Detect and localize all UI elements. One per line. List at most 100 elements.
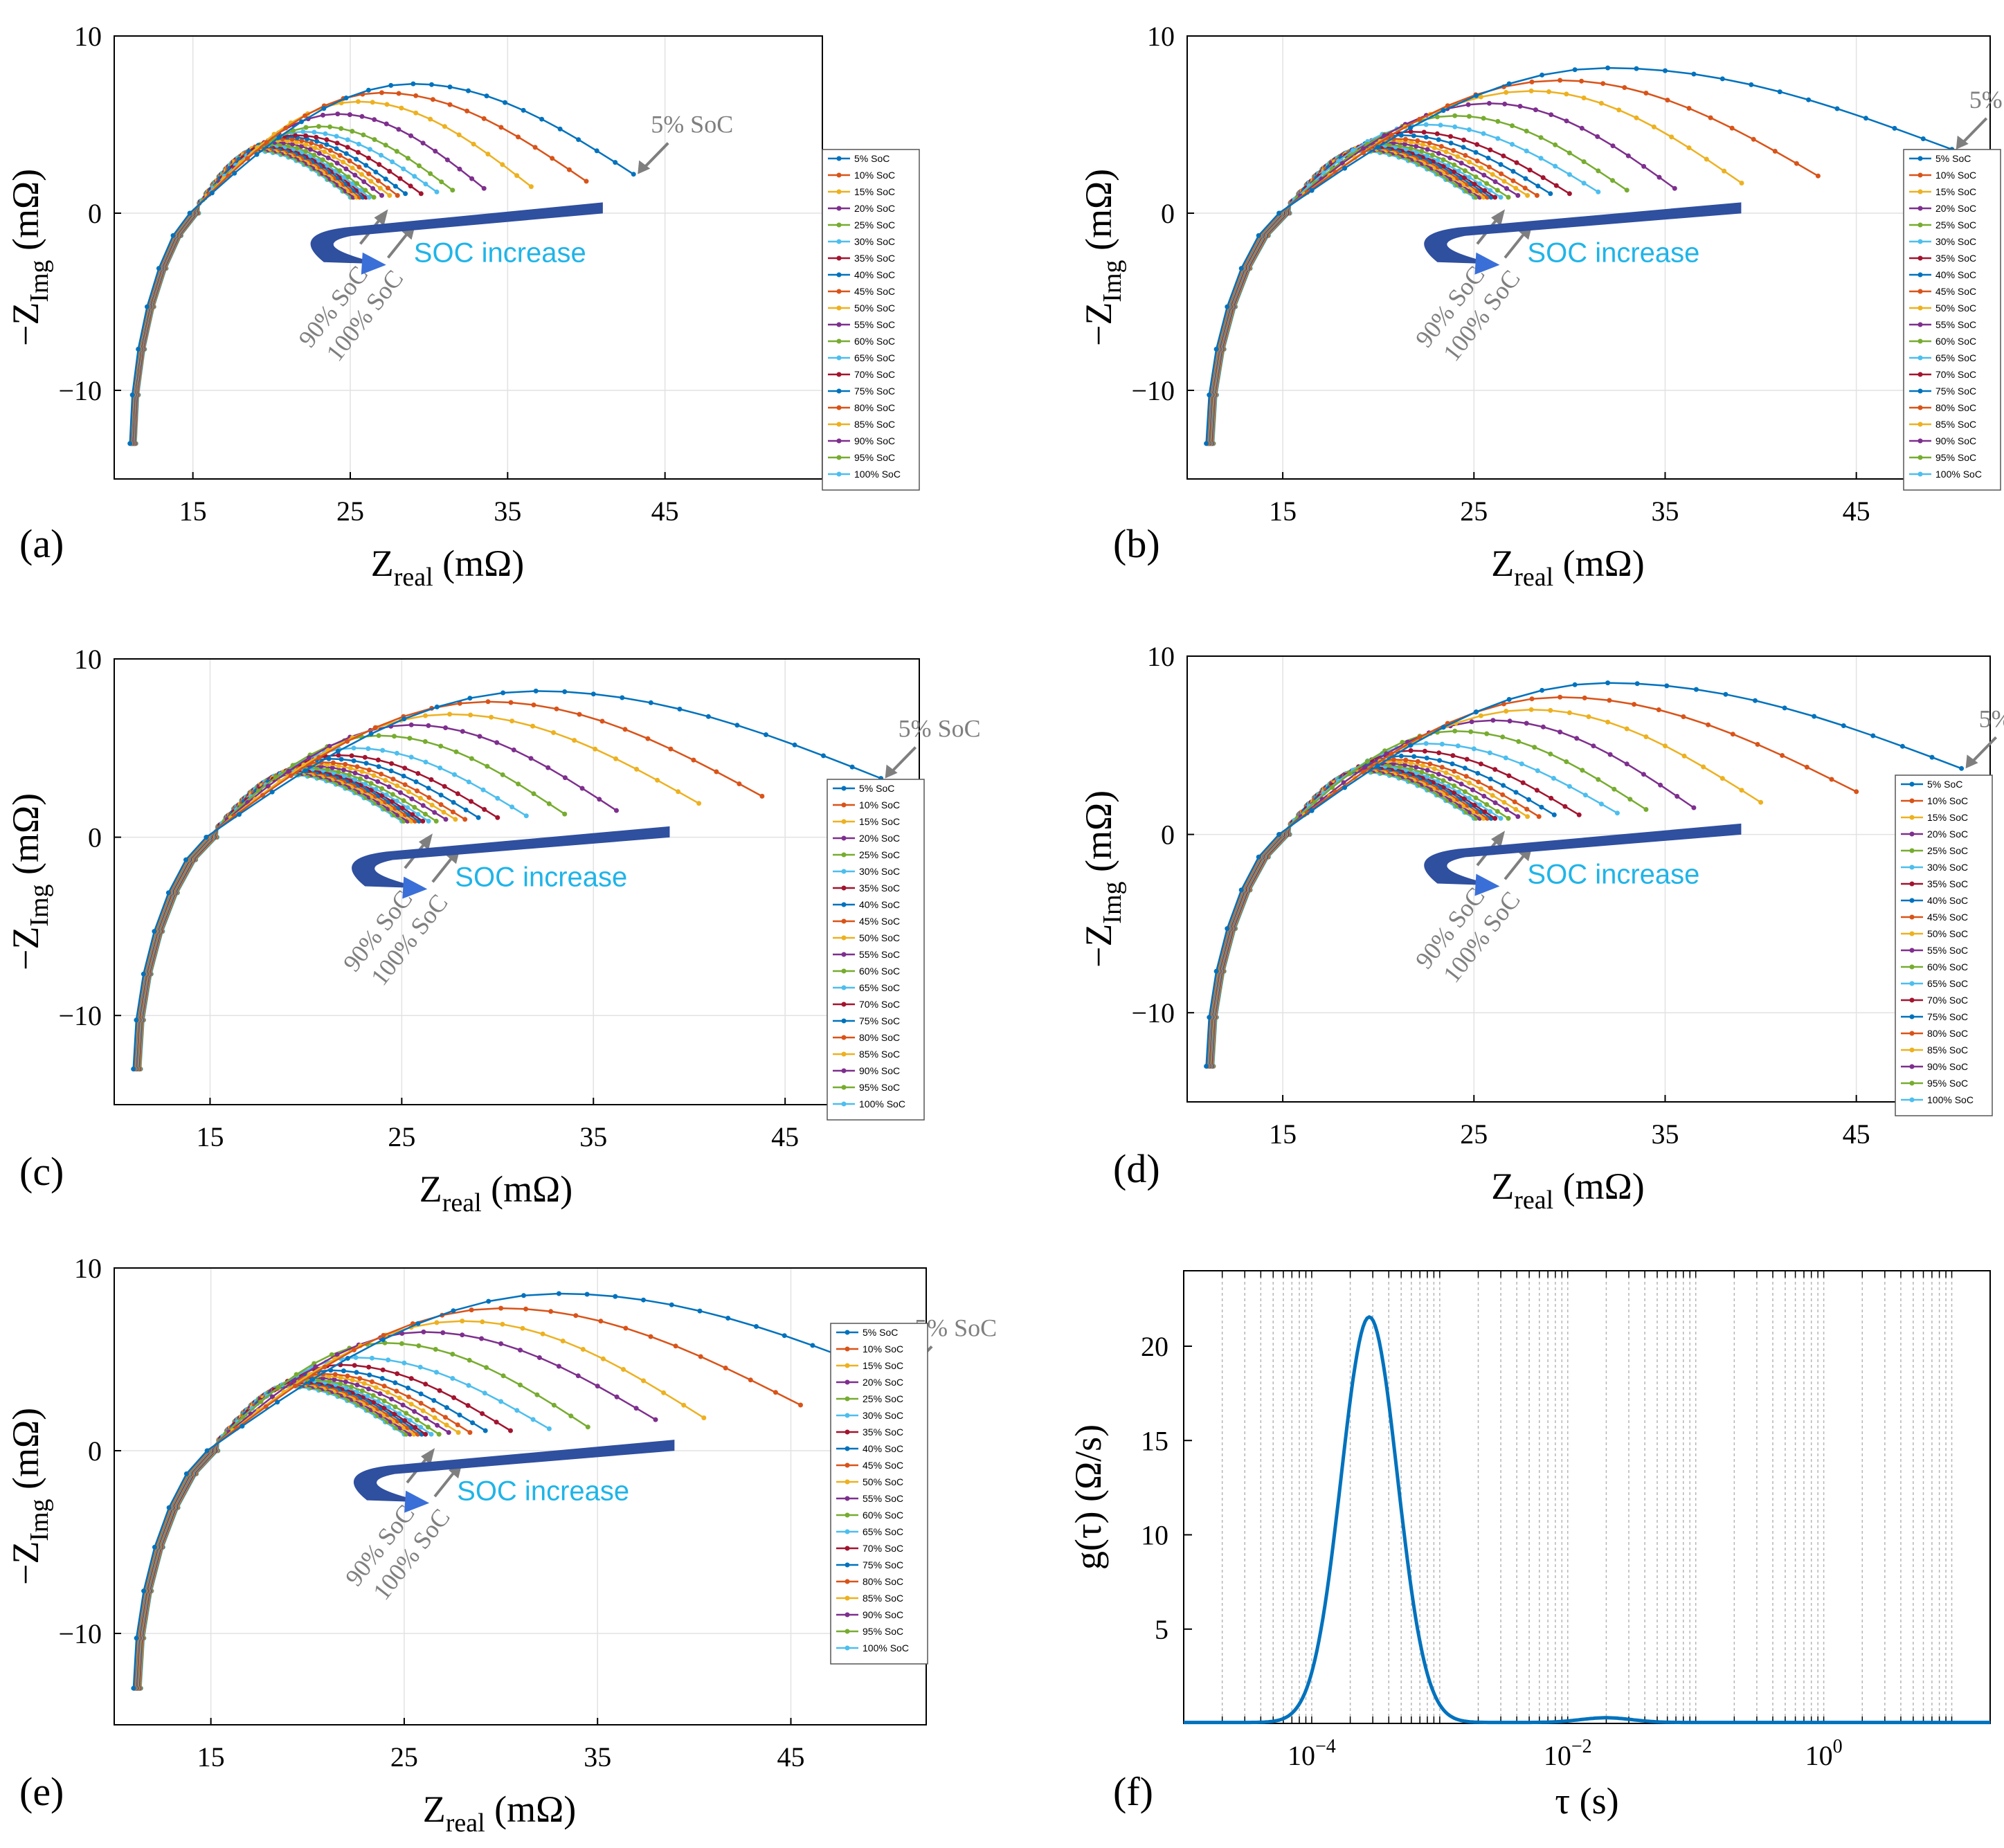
data-point [334, 1352, 340, 1357]
data-point [633, 1406, 639, 1411]
data-point [397, 1395, 402, 1401]
legend-item: 25% SoC [1909, 219, 1976, 230]
data-point [1463, 153, 1468, 158]
data-point [1425, 774, 1430, 779]
data-point [1456, 789, 1461, 795]
data-point [598, 1319, 604, 1324]
data-point [386, 784, 392, 790]
data-point [469, 799, 473, 804]
legend-label: 40% SoC [1935, 269, 1976, 280]
data-point [594, 148, 599, 154]
legend-item: 100% SoC [1909, 469, 1982, 480]
data-point [395, 1371, 400, 1377]
data-point [299, 143, 304, 149]
data-point [1276, 210, 1282, 216]
data-point [183, 1471, 189, 1476]
data-point [1462, 789, 1468, 795]
data-point [480, 1319, 485, 1325]
data-point [420, 818, 426, 824]
legend-item: 55% SoC [836, 1493, 903, 1504]
data-point [294, 145, 300, 151]
legend-item: 15% SoC [1901, 812, 1968, 823]
legend: 5% SoC 10% SoC 15% SoC 20% SoC 25% SoC 30% So… [830, 1323, 928, 1665]
data-point [466, 88, 471, 93]
legend-label: 95% SoC [1935, 452, 1976, 463]
data-point [1663, 743, 1668, 749]
data-point [389, 761, 395, 766]
data-point [613, 160, 618, 165]
data-point [697, 1308, 703, 1314]
data-point [1486, 100, 1492, 106]
legend-label: 70% SoC [859, 999, 900, 1010]
data-point [321, 112, 325, 118]
legend-marker [836, 305, 842, 311]
legend-item: 70% SoC [836, 1543, 903, 1554]
data-point [1598, 100, 1604, 106]
data-point [369, 1355, 374, 1361]
data-point [1558, 694, 1563, 700]
data-point [486, 1298, 491, 1304]
data-point [165, 890, 171, 896]
data-point [347, 766, 353, 771]
data-point [530, 723, 536, 729]
data-point [1439, 741, 1445, 747]
data-point [1420, 142, 1425, 147]
data-point [1429, 773, 1435, 779]
legend-label: 75% SoC [859, 1015, 900, 1026]
data-point [204, 1448, 210, 1453]
data-point [429, 82, 434, 87]
data-point [500, 162, 505, 167]
data-point [1391, 757, 1396, 762]
y-tick-label: 5 [1155, 1614, 1168, 1645]
y-axis-label: g(τ) (Ω/s) [1067, 1424, 1109, 1570]
data-point [1581, 96, 1587, 100]
data-point [354, 181, 359, 186]
y-axis-label: −ZImg (mΩ) [5, 169, 54, 346]
legend-marker [836, 156, 842, 161]
data-point [294, 1372, 299, 1377]
data-point [351, 758, 356, 763]
data-point [1501, 799, 1507, 805]
data-point [402, 782, 408, 788]
legend-label: 50% SoC [859, 932, 900, 943]
data-point [457, 1412, 462, 1417]
legend-label: 30% SoC [1935, 236, 1976, 247]
legend-item: 65% SoC [828, 352, 895, 363]
data-point [439, 179, 444, 185]
y-tick-label: 10 [1147, 21, 1175, 52]
data-point [518, 1348, 523, 1353]
data-point [1361, 146, 1366, 152]
data-point [134, 1636, 139, 1641]
data-point [330, 760, 336, 766]
legend-label: 85% SoC [1935, 419, 1976, 430]
data-point [152, 929, 157, 934]
data-point [127, 441, 133, 446]
data-point [584, 179, 589, 184]
x-axis-label-unit: (mΩ) [485, 1788, 577, 1830]
data-point [1567, 191, 1572, 197]
x-axis-label-main: Z [1491, 1166, 1514, 1207]
data-point [528, 184, 534, 190]
legend-item: 10% SoC [836, 1343, 903, 1355]
data-point [457, 166, 462, 172]
data-point [368, 731, 374, 736]
data-point [390, 792, 395, 797]
legend-label: 55% SoC [854, 319, 895, 330]
legend-marker [836, 272, 842, 278]
data-point [451, 1395, 457, 1400]
data-point [1749, 82, 1754, 87]
data-point [335, 111, 341, 117]
data-point [423, 759, 428, 765]
legend-marker [1909, 798, 1915, 804]
data-point [1403, 136, 1408, 142]
legend-marker [1909, 981, 1915, 986]
data-point [1549, 112, 1554, 118]
data-point [404, 1411, 409, 1416]
data-point [1467, 780, 1472, 786]
data-point [408, 1376, 414, 1382]
legend-item: 85% SoC [828, 419, 895, 430]
legend-marker [1909, 1064, 1915, 1069]
data-point [1598, 801, 1604, 807]
x-tick-label: 35 [1651, 1118, 1679, 1150]
